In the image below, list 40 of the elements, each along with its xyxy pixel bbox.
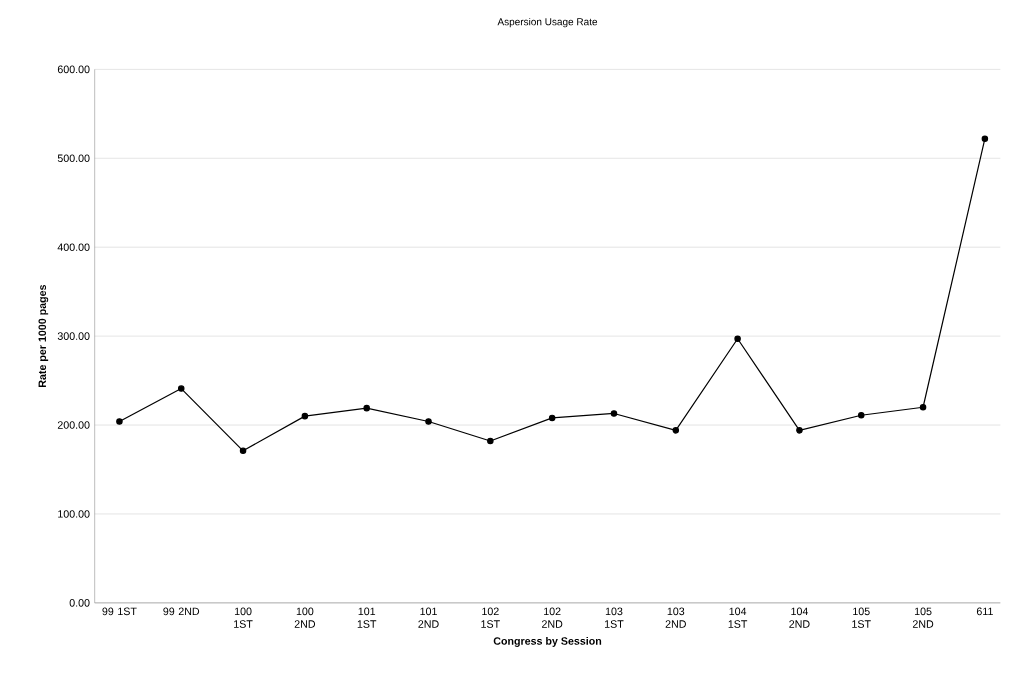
point bbox=[610, 410, 618, 417]
y-tick-label: 0.00 bbox=[69, 599, 90, 607]
point bbox=[857, 412, 865, 419]
x-axis-title: Congress by Session bbox=[493, 637, 602, 647]
y-tick-label: 600.00 bbox=[57, 65, 90, 74]
x-tick-label: 104 1ST bbox=[728, 607, 748, 628]
point bbox=[301, 412, 309, 420]
point bbox=[672, 427, 680, 434]
x-tick-label: 99 2ND bbox=[163, 607, 200, 616]
x-tick-label: 103 2ND bbox=[665, 607, 686, 628]
y-tick-label: 100.00 bbox=[58, 510, 90, 518]
x-tick-label: 103 1ST bbox=[605, 607, 624, 628]
point bbox=[177, 385, 185, 392]
x-tick-label: 100 1ST bbox=[234, 607, 253, 628]
x-tick-label: 100 2ND bbox=[294, 607, 316, 628]
x-tick-label: 102 1ST bbox=[481, 607, 500, 628]
point bbox=[919, 404, 927, 411]
x-tick-label: 105 1ST bbox=[852, 607, 871, 628]
point bbox=[487, 437, 494, 445]
x-tick-label: 101 1ST bbox=[357, 607, 377, 628]
x-tick-label: 611 bbox=[976, 607, 993, 616]
x-tick-label: 104 2ND bbox=[789, 607, 810, 628]
point bbox=[239, 447, 247, 455]
point bbox=[425, 418, 432, 425]
point bbox=[734, 335, 741, 343]
point bbox=[548, 414, 556, 422]
y-axis-title: Rate per 1000 pages bbox=[38, 285, 49, 388]
chart-title: Aspersion Usage Rate bbox=[497, 18, 598, 28]
x-tick-label: 99 1ST bbox=[102, 607, 137, 616]
x-tick-label: 101 2ND bbox=[418, 607, 439, 628]
y-tick-label: 400.00 bbox=[57, 243, 90, 252]
point bbox=[796, 427, 803, 434]
point bbox=[981, 135, 989, 143]
point bbox=[116, 418, 123, 425]
y-tick-label: 500.00 bbox=[57, 154, 90, 163]
x-tick-label: 102 2ND bbox=[542, 607, 563, 628]
x-tick-label: 105 2ND bbox=[912, 607, 934, 628]
y-tick-label: 300.00 bbox=[57, 332, 90, 340]
point bbox=[363, 404, 370, 412]
y-tick-label: 200.00 bbox=[57, 421, 90, 429]
